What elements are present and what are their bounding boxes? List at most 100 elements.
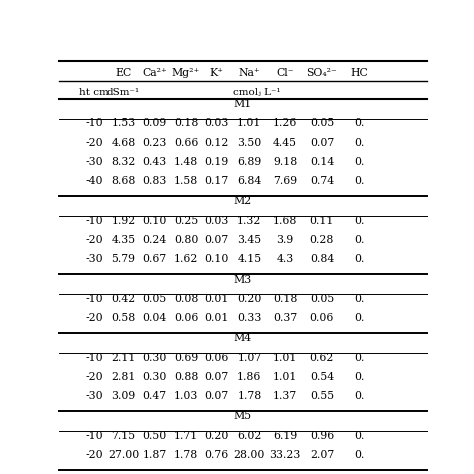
Text: 9.18: 9.18 xyxy=(273,157,297,167)
Text: 0.96: 0.96 xyxy=(310,431,334,441)
Text: K⁺: K⁺ xyxy=(210,68,223,78)
Text: 1.78: 1.78 xyxy=(174,450,198,460)
Text: 0.17: 0.17 xyxy=(204,176,228,186)
Text: 0.18: 0.18 xyxy=(174,118,198,128)
Text: 5.79: 5.79 xyxy=(111,255,136,264)
Text: 8.32: 8.32 xyxy=(111,157,136,167)
Text: 0.43: 0.43 xyxy=(143,157,167,167)
Text: 2.11: 2.11 xyxy=(111,353,136,363)
Text: 1.86: 1.86 xyxy=(237,372,262,382)
Text: 0.76: 0.76 xyxy=(204,450,228,460)
Text: 0.09: 0.09 xyxy=(143,118,167,128)
Text: Na⁺: Na⁺ xyxy=(238,68,260,78)
Text: -20: -20 xyxy=(85,372,103,382)
Text: 0.84: 0.84 xyxy=(310,255,334,264)
Text: 1.48: 1.48 xyxy=(174,157,198,167)
Text: M1: M1 xyxy=(234,99,252,109)
Text: 8.68: 8.68 xyxy=(111,176,136,186)
Text: 0.50: 0.50 xyxy=(143,431,167,441)
Text: 0.04: 0.04 xyxy=(143,313,167,323)
Text: 0.67: 0.67 xyxy=(143,255,167,264)
Text: 0.: 0. xyxy=(355,353,365,363)
Text: 0.: 0. xyxy=(355,313,365,323)
Text: -20: -20 xyxy=(85,450,103,460)
Text: 0.: 0. xyxy=(355,176,365,186)
Text: 1.58: 1.58 xyxy=(174,176,198,186)
Text: 1.01: 1.01 xyxy=(237,118,262,128)
Text: 0.62: 0.62 xyxy=(310,353,334,363)
Text: 0.07: 0.07 xyxy=(204,235,228,245)
Text: 0.19: 0.19 xyxy=(204,157,228,167)
Text: 0.58: 0.58 xyxy=(111,313,136,323)
Text: dSm⁻¹: dSm⁻¹ xyxy=(107,88,140,97)
Text: 0.: 0. xyxy=(355,216,365,226)
Text: 27.00: 27.00 xyxy=(108,450,139,460)
Text: 1.01: 1.01 xyxy=(273,372,297,382)
Text: 0.07: 0.07 xyxy=(204,392,228,401)
Text: -20: -20 xyxy=(85,313,103,323)
Text: 4.68: 4.68 xyxy=(111,137,136,147)
Text: M3: M3 xyxy=(234,274,252,284)
Text: 0.54: 0.54 xyxy=(310,372,334,382)
Text: 0.: 0. xyxy=(355,431,365,441)
Text: 0.10: 0.10 xyxy=(204,255,228,264)
Text: 0.25: 0.25 xyxy=(174,216,198,226)
Text: 4.35: 4.35 xyxy=(111,235,136,245)
Text: 0.11: 0.11 xyxy=(310,216,334,226)
Text: 0.33: 0.33 xyxy=(237,313,262,323)
Text: 0.: 0. xyxy=(355,157,365,167)
Text: 3.09: 3.09 xyxy=(111,392,136,401)
Text: 7.15: 7.15 xyxy=(111,431,136,441)
Text: -10: -10 xyxy=(85,294,103,304)
Text: 0.: 0. xyxy=(355,372,365,382)
Text: 1.62: 1.62 xyxy=(174,255,198,264)
Text: 1.78: 1.78 xyxy=(237,392,262,401)
Text: Mg²⁺: Mg²⁺ xyxy=(172,68,200,78)
Text: M5: M5 xyxy=(234,411,252,421)
Text: 0.24: 0.24 xyxy=(143,235,167,245)
Text: M4: M4 xyxy=(234,333,252,343)
Text: 1.68: 1.68 xyxy=(273,216,297,226)
Text: 0.: 0. xyxy=(355,294,365,304)
Text: 0.: 0. xyxy=(355,450,365,460)
Text: 0.37: 0.37 xyxy=(273,313,297,323)
Text: 0.47: 0.47 xyxy=(143,392,167,401)
Text: 0.05: 0.05 xyxy=(310,294,334,304)
Text: 0.88: 0.88 xyxy=(174,372,198,382)
Text: 1.92: 1.92 xyxy=(111,216,136,226)
Text: -10: -10 xyxy=(85,216,103,226)
Text: 0.30: 0.30 xyxy=(143,353,167,363)
Text: 0.: 0. xyxy=(355,235,365,245)
Text: -30: -30 xyxy=(85,157,103,167)
Text: Cl⁻: Cl⁻ xyxy=(276,68,294,78)
Text: 0.07: 0.07 xyxy=(204,372,228,382)
Text: 0.06: 0.06 xyxy=(174,313,198,323)
Text: 0.: 0. xyxy=(355,118,365,128)
Text: -20: -20 xyxy=(85,235,103,245)
Text: -30: -30 xyxy=(85,392,103,401)
Text: 1.87: 1.87 xyxy=(143,450,167,460)
Text: 0.05: 0.05 xyxy=(143,294,167,304)
Text: -40: -40 xyxy=(85,176,103,186)
Text: 1.53: 1.53 xyxy=(111,118,136,128)
Text: 0.03: 0.03 xyxy=(204,118,228,128)
Text: 0.07: 0.07 xyxy=(310,137,334,147)
Text: Ca²⁺: Ca²⁺ xyxy=(142,68,167,78)
Text: 0.83: 0.83 xyxy=(143,176,167,186)
Text: 1.37: 1.37 xyxy=(273,392,297,401)
Text: 0.18: 0.18 xyxy=(273,294,297,304)
Text: 0.10: 0.10 xyxy=(143,216,167,226)
Text: 0.05: 0.05 xyxy=(310,118,334,128)
Text: 0.06: 0.06 xyxy=(310,313,334,323)
Text: -10: -10 xyxy=(85,431,103,441)
Text: M2: M2 xyxy=(234,196,252,206)
Text: 0.23: 0.23 xyxy=(143,137,167,147)
Text: 1.71: 1.71 xyxy=(174,431,198,441)
Text: 7.69: 7.69 xyxy=(273,176,297,186)
Text: HC: HC xyxy=(351,68,368,78)
Text: 6.02: 6.02 xyxy=(237,431,262,441)
Text: 0.03: 0.03 xyxy=(204,216,228,226)
Text: 0.28: 0.28 xyxy=(310,235,334,245)
Text: 0.20: 0.20 xyxy=(204,431,228,441)
Text: 0.12: 0.12 xyxy=(204,137,228,147)
